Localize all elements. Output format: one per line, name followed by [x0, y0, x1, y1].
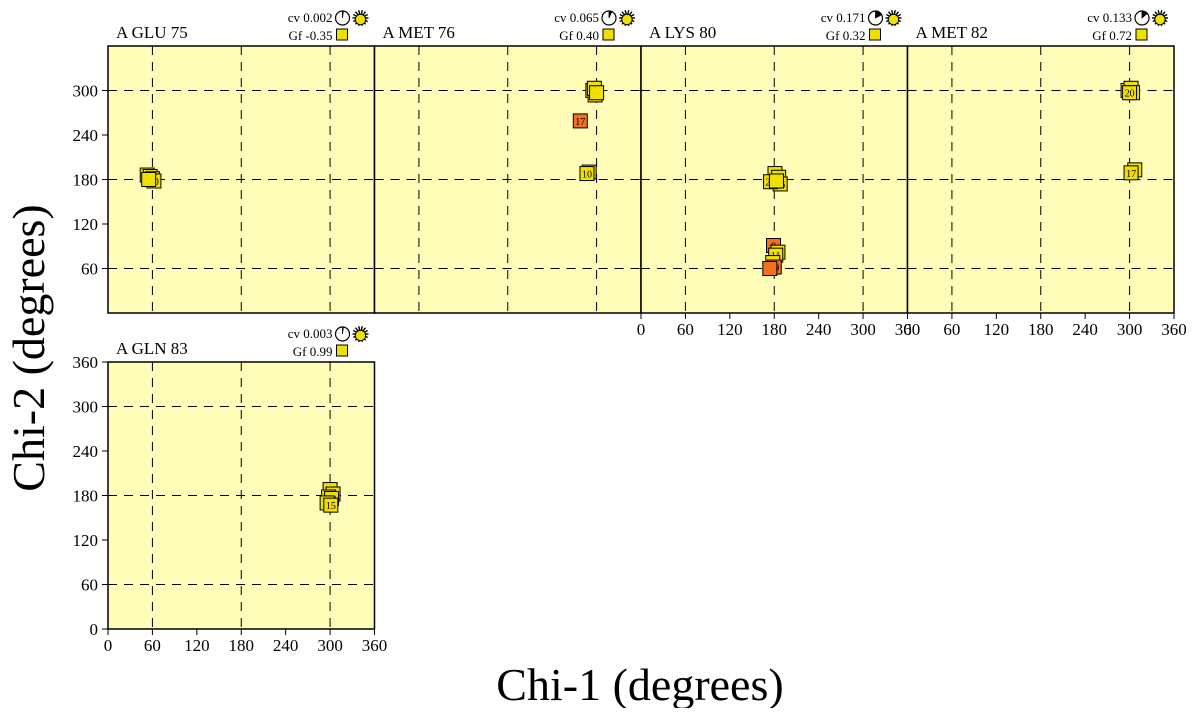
gf-color-square	[336, 28, 348, 41]
cv-value: cv 0.003	[288, 326, 333, 341]
gf-value: Gf 0.99	[293, 344, 333, 359]
x-tick-label: 180	[762, 320, 788, 339]
data-point-label: 10	[582, 170, 592, 181]
data-point	[1123, 165, 1139, 181]
cv-pie-slice	[608, 10, 613, 19]
gf-value: Gf 0.40	[559, 28, 599, 43]
x-tick-label: 60	[943, 320, 960, 339]
data-point-label: 17	[575, 117, 585, 128]
x-tick-label: 120	[984, 320, 1010, 339]
y-tick-label: 60	[81, 576, 98, 595]
x-tick-label: 60	[144, 636, 161, 655]
panel-5: 0 60 120 180 240 300 360 0 60 120 180 240 300 360 A GL…	[73, 326, 388, 655]
x-tick-label: 360	[895, 320, 921, 339]
y-tick-label: 240	[73, 126, 99, 145]
gf-color-square	[869, 28, 881, 41]
data-point-label: 17	[1126, 169, 1136, 180]
x-tick-label: 120	[717, 320, 743, 339]
x-tick-label: 240	[1072, 320, 1098, 339]
y-tick-label: 360	[73, 353, 99, 372]
panel-title: A GLU 75	[116, 23, 188, 42]
data-point	[141, 172, 157, 187]
data-point	[762, 261, 778, 276]
x-tick-label: 240	[273, 636, 299, 655]
x-tick-label: 300	[1117, 320, 1143, 339]
x-tick-label: 300	[850, 320, 876, 339]
data-point	[1122, 85, 1138, 101]
y-tick-label: 120	[73, 215, 99, 234]
data-point	[589, 85, 605, 101]
x-tick-label: 240	[806, 320, 832, 339]
x-tick-label: 60	[677, 320, 694, 339]
panel-title: A GLN 83	[116, 339, 188, 358]
x-tick-label: 180	[229, 636, 255, 655]
sun-icon	[621, 13, 633, 26]
x-tick-label: 300	[317, 636, 343, 655]
data-point	[579, 166, 595, 182]
panel-3: 0 60 120 180 240 300 360 A LYS 80 cv 0.171 Gf 0.3…	[637, 10, 921, 339]
panel-title: A MET 76	[383, 23, 455, 42]
x-tick-label: 0	[637, 320, 646, 339]
gf-color-square	[602, 28, 615, 41]
sun-icon	[354, 329, 367, 342]
data-point-label: 15	[326, 501, 336, 512]
cv-pie-slice	[342, 326, 344, 335]
y-tick-label: 240	[73, 442, 99, 461]
x-tick-label: 120	[184, 636, 210, 655]
y-axis-title: Chi-2 (degrees)	[3, 204, 54, 491]
y-tick-label: 180	[73, 487, 99, 506]
x-tick-label: 360	[362, 636, 388, 655]
cv-value: cv 0.133	[1087, 10, 1132, 25]
cv-value: cv 0.002	[288, 10, 333, 25]
x-axis-title: Chi-1 (degrees)	[496, 659, 783, 708]
y-tick-label: 180	[73, 171, 99, 190]
cv-value: cv 0.065	[554, 10, 599, 25]
data-point-label: 20	[1125, 89, 1135, 100]
sun-icon	[1154, 13, 1166, 26]
gf-value: Gf 0.32	[826, 28, 866, 43]
cv-pie-slice	[875, 10, 883, 19]
panel-title: A LYS 80	[649, 23, 716, 42]
panel-title: A MET 82	[916, 23, 988, 42]
y-tick-label: 120	[73, 531, 99, 550]
panel-4: 0 60 120 180 240 300 360 A MET 82 cv 0.133 Gf 0.7…	[903, 10, 1187, 339]
x-tick-label: 0	[104, 636, 113, 655]
x-tick-label: 180	[1028, 320, 1054, 339]
data-point	[323, 497, 339, 513]
y-tick-label: 300	[73, 398, 99, 417]
y-tick-label: 0	[90, 620, 99, 639]
gf-color-square	[336, 344, 348, 357]
y-tick-label: 60	[81, 260, 98, 279]
cv-pie-slice	[1141, 10, 1148, 19]
gf-value: Gf 0.72	[1092, 28, 1132, 43]
cv-pie-slice	[342, 10, 344, 19]
x-tick-label: 360	[1161, 320, 1187, 339]
sun-icon	[887, 13, 900, 26]
sun-icon	[354, 13, 367, 26]
data-point	[768, 173, 784, 189]
gf-color-square	[1135, 28, 1148, 41]
data-point	[572, 113, 588, 129]
y-tick-label: 300	[73, 82, 99, 101]
x-tick-label: 0	[903, 320, 912, 339]
gf-value: Gf -0.35	[288, 28, 332, 43]
cv-value: cv 0.171	[821, 10, 866, 25]
